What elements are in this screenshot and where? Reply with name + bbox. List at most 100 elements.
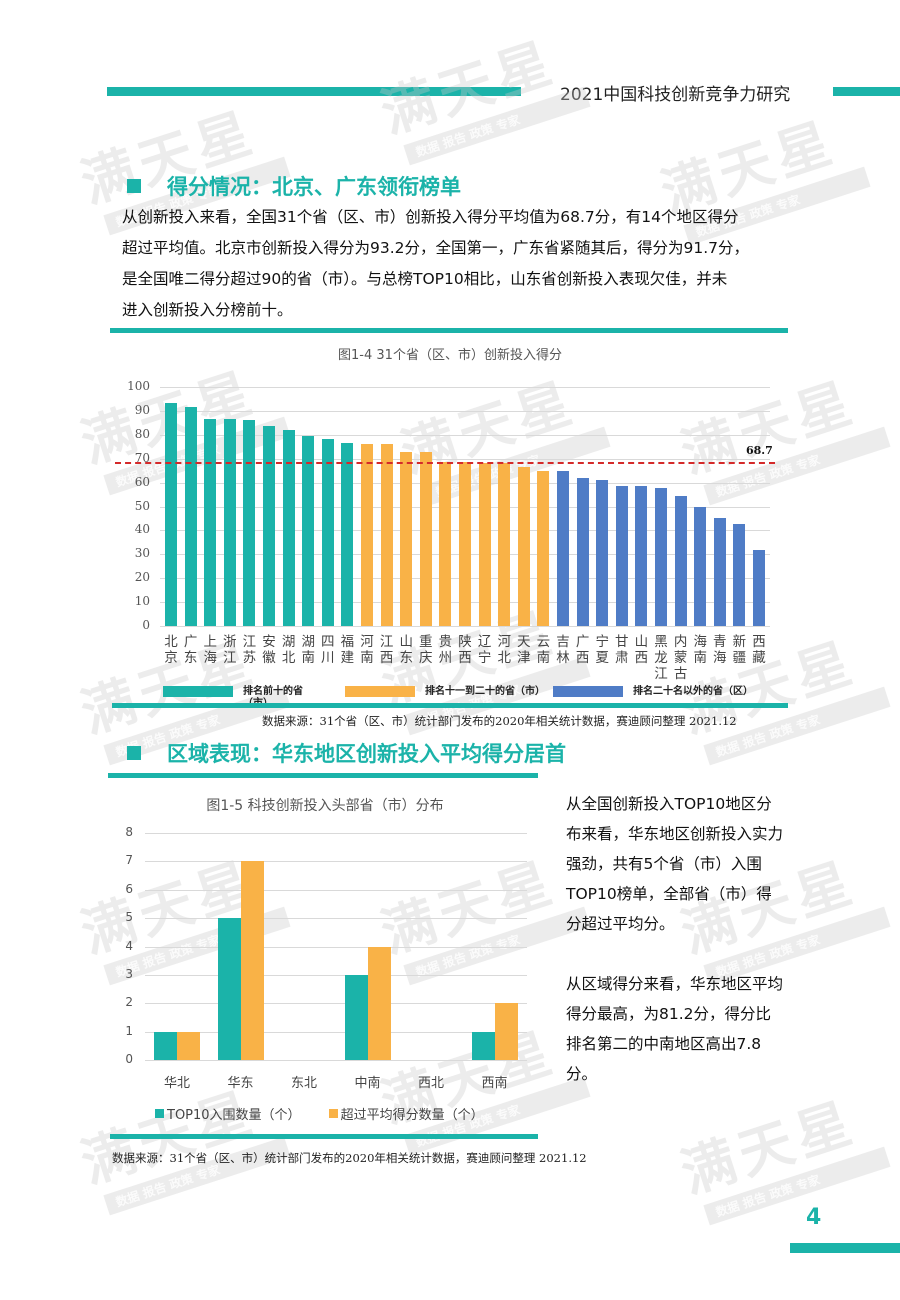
gridline: [145, 946, 527, 948]
side-paragraph-2: 从区域得分来看，华东地区平均得分最高，为81.2分，得分比排名第二的中南地区高出…: [566, 975, 784, 1083]
legend-swatch-teal: [163, 686, 233, 697]
bar: [517, 466, 530, 626]
legend-swatch-orange: [345, 686, 415, 697]
chart1-average-label: 68.7: [746, 444, 773, 457]
section-divider: [110, 328, 788, 333]
bar: [400, 451, 413, 626]
bar: [655, 487, 667, 626]
y-tick-label: 2: [125, 995, 133, 1010]
x-tick-label: 四川: [321, 634, 335, 666]
gridline: [145, 1003, 527, 1005]
y-tick-label: 20: [134, 570, 150, 585]
x-tick-label: 北京: [164, 634, 178, 666]
legend-swatch-blue: [553, 686, 623, 697]
bar: [361, 443, 373, 626]
bar: [217, 918, 241, 1060]
bar: [367, 946, 391, 1060]
y-tick-label: 70: [134, 450, 150, 465]
gridline: [145, 1031, 527, 1033]
chart2-legend-item: TOP10入围数量（个）: [155, 1104, 301, 1123]
bar: [674, 495, 687, 626]
x-tick-label: 福建: [340, 634, 355, 666]
y-tick-label: 80: [134, 426, 150, 441]
x-tick-label: 广东: [183, 634, 198, 666]
paragraph-line: 进入创新投入分榜前十。: [122, 301, 293, 319]
chart1-legend-item: 排名十一到二十的省（市）: [345, 686, 575, 698]
x-tick-label: 甘肃: [615, 634, 629, 666]
bar: [694, 507, 707, 626]
y-tick-label: 8: [125, 825, 133, 839]
x-tick-label: 西北: [417, 1076, 444, 1091]
x-tick-label: 山西: [634, 634, 649, 666]
gridline: [160, 410, 770, 412]
page-number: 4: [806, 1205, 822, 1230]
bar: [204, 419, 217, 626]
bar: [302, 436, 315, 626]
bar: [154, 1031, 177, 1060]
x-tick-label: 海南: [693, 634, 707, 666]
chart2-legend: TOP10入围数量（个） 超过平均得分数量（个）: [155, 1104, 484, 1123]
x-tick-label: 上海: [203, 634, 217, 666]
x-tick-label: 新疆: [732, 634, 747, 666]
y-tick-label: 3: [125, 966, 133, 981]
x-tick-label: 天津: [517, 634, 531, 666]
chart1-source: 数据来源：31个省（区、市）统计部门发布的2020年相关统计数据，赛迪顾问整理 …: [262, 714, 737, 728]
square-bullet-icon: [127, 179, 141, 193]
x-tick-label: 西南: [481, 1076, 508, 1091]
bar: [459, 462, 471, 626]
chart2-plot-area: [145, 833, 527, 1061]
bar: [321, 438, 334, 626]
bar: [419, 452, 432, 626]
bar: [498, 462, 511, 626]
x-tick-label: 湖南: [301, 634, 315, 666]
x-tick-label: 东北: [290, 1076, 317, 1091]
header-bar-left: [107, 87, 521, 96]
x-tick-label: 广西: [575, 634, 590, 666]
gridline: [145, 1060, 527, 1061]
x-tick-label: 浙江: [223, 634, 237, 666]
x-tick-label: 宁夏: [595, 634, 609, 666]
x-tick-label: 黑龙江: [654, 634, 668, 682]
y-tick-label: 40: [134, 522, 150, 537]
x-tick-label: 安徽: [262, 634, 276, 666]
bar: [615, 485, 628, 626]
gridline: [145, 861, 527, 863]
gridline: [160, 626, 770, 627]
bar: [184, 406, 197, 626]
x-tick-label: 内蒙古: [673, 634, 688, 682]
x-tick-label: 陕西: [458, 634, 472, 666]
section-title-region: 区域表现：华东地区创新投入平均得分居首: [127, 738, 566, 768]
gridline: [145, 889, 527, 891]
gridline: [160, 458, 770, 460]
chart2-title: 图1-5 科技创新投入头部省（市）分布: [206, 798, 444, 814]
x-tick-label: 重庆: [419, 634, 433, 666]
bar: [713, 517, 726, 626]
square-bullet-icon: [127, 746, 141, 760]
x-tick-label: 辽宁: [477, 634, 492, 666]
x-tick-label: 山东: [399, 634, 413, 666]
bar: [557, 470, 569, 626]
y-tick-label: 60: [134, 474, 150, 489]
section-title-text: 得分情况：北京、广东领衔榜单: [167, 175, 461, 199]
x-tick-label: 河南: [360, 634, 374, 666]
gridline: [145, 918, 527, 920]
gridline: [160, 434, 770, 436]
y-tick-label: 4: [125, 938, 133, 953]
chart1-plot-area: [160, 387, 770, 627]
y-tick-label: 6: [125, 881, 133, 896]
y-tick-label: 7: [125, 853, 133, 868]
x-tick-label: 江西: [379, 634, 394, 666]
chart2-bottom-rule: [110, 1134, 538, 1139]
x-tick-label: 西藏: [752, 634, 766, 666]
section-divider: [108, 773, 538, 778]
y-tick-label: 5: [125, 910, 133, 925]
y-tick-label: 1: [125, 1023, 133, 1038]
x-tick-label: 湖北: [281, 634, 296, 666]
gridline: [145, 974, 527, 976]
watermark: 满天星数据 报告 政策 专家: [669, 1072, 891, 1229]
footer-bar: [790, 1243, 900, 1253]
bar: [243, 419, 256, 626]
bar: [576, 477, 589, 626]
y-tick-label: 100: [127, 379, 150, 393]
x-tick-label: 中南: [354, 1076, 381, 1091]
